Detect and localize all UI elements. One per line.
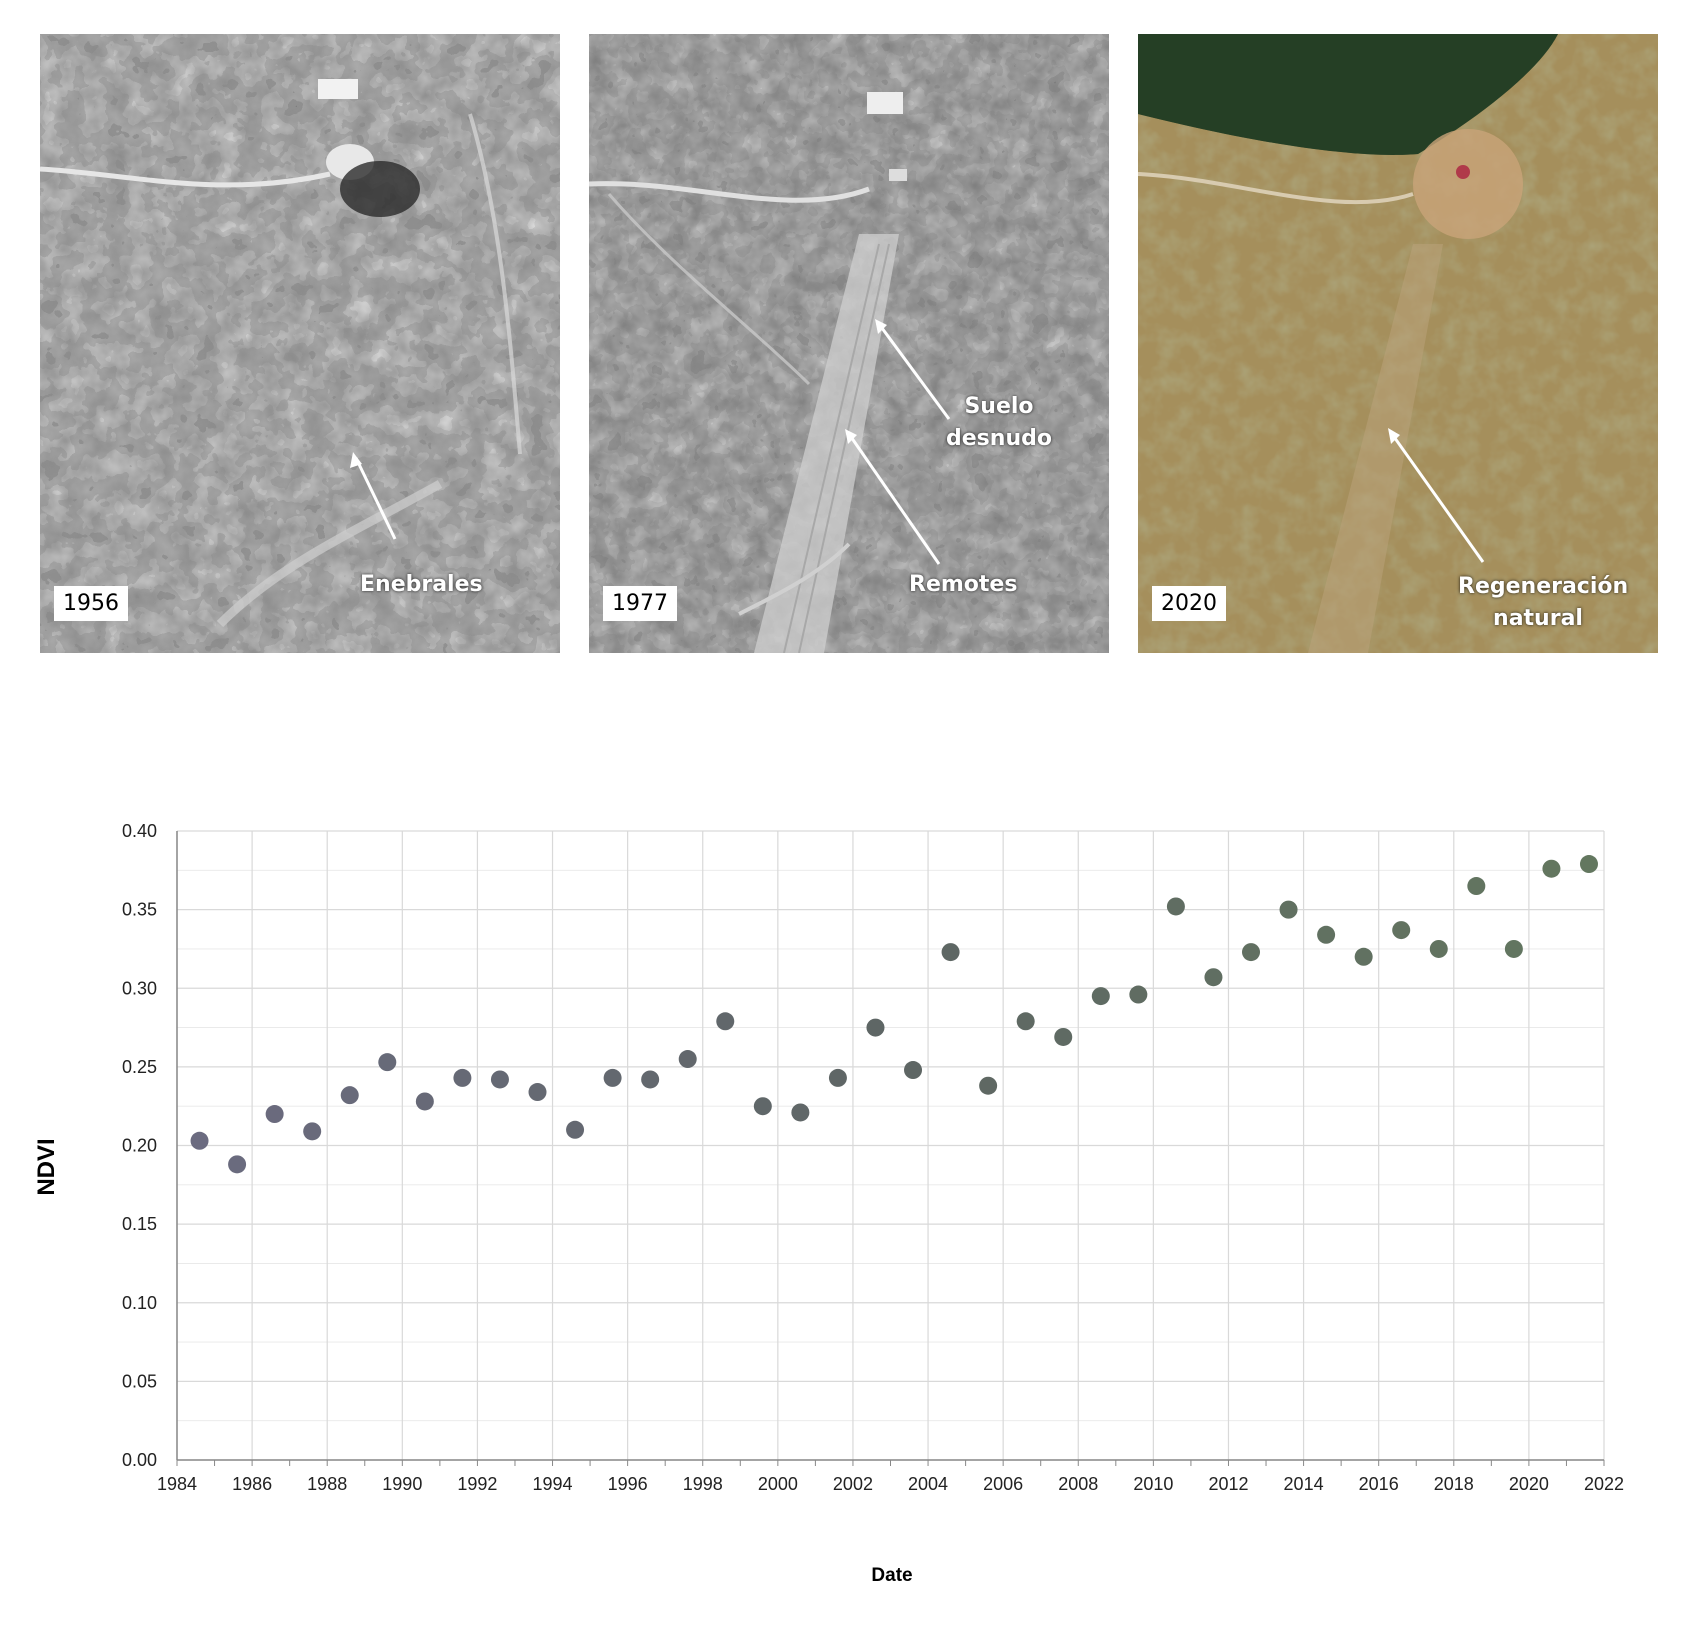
data-point bbox=[1542, 859, 1561, 878]
photo-year-label: 1956 bbox=[54, 586, 128, 621]
data-point bbox=[303, 1122, 322, 1141]
photo-year-label: 1977 bbox=[603, 586, 677, 621]
x-tick-label: 2020 bbox=[1509, 1474, 1549, 1494]
tick-layer: 1984 1986 1988 1990 1992 1994 1996 1998 2000 2002… bbox=[122, 821, 1624, 1494]
x-tick-label: 1986 bbox=[232, 1474, 272, 1494]
data-point bbox=[528, 1083, 547, 1102]
aerial-photo-1956-image bbox=[40, 34, 560, 653]
y-tick-label: 0.35 bbox=[122, 900, 157, 920]
data-point bbox=[753, 1097, 772, 1116]
data-point bbox=[1504, 939, 1523, 958]
x-tick-label: 2000 bbox=[758, 1474, 798, 1494]
grid-layer bbox=[176, 830, 1605, 1461]
y-tick-label: 0.20 bbox=[122, 1136, 157, 1156]
x-tick-label: 2008 bbox=[1058, 1474, 1098, 1494]
y-tick-label: 0.00 bbox=[122, 1450, 157, 1470]
photo-annotation-regeneracion: Regeneración natural bbox=[1458, 574, 1629, 631]
data-point bbox=[1579, 855, 1598, 874]
data-point bbox=[603, 1068, 622, 1087]
x-tick-label: 1992 bbox=[457, 1474, 497, 1494]
data-point bbox=[641, 1070, 660, 1089]
data-point bbox=[1354, 947, 1373, 966]
data-point bbox=[1016, 1012, 1035, 1031]
data-point bbox=[566, 1120, 585, 1139]
aerial-photo-1977: 1977 Suelo desnudo Remotes bbox=[589, 34, 1109, 653]
data-point bbox=[1242, 943, 1261, 962]
data-point bbox=[716, 1012, 735, 1031]
data-point bbox=[190, 1131, 209, 1150]
data-point bbox=[265, 1105, 284, 1124]
x-tick-label: 2018 bbox=[1434, 1474, 1474, 1494]
x-tick-label: 2012 bbox=[1208, 1474, 1248, 1494]
photo-annotation-remotes: Remotes bbox=[909, 572, 1018, 597]
x-tick-label: 2010 bbox=[1133, 1474, 1173, 1494]
x-tick-label: 2004 bbox=[908, 1474, 948, 1494]
aerial-photo-1956: 1956 Enebrales bbox=[40, 34, 560, 653]
point-layer bbox=[190, 855, 1598, 1174]
y-tick-label: 0.15 bbox=[122, 1214, 157, 1234]
arrow-enebrales bbox=[354, 457, 397, 540]
data-point bbox=[828, 1068, 847, 1087]
data-point bbox=[1467, 877, 1486, 896]
ndvi-scatter-chart: 1984 1986 1988 1990 1992 1994 1996 1998 2000 2002… bbox=[0, 800, 1692, 1600]
data-point bbox=[228, 1155, 247, 1174]
data-point bbox=[1279, 900, 1298, 919]
data-point bbox=[979, 1076, 998, 1095]
data-point bbox=[340, 1086, 359, 1105]
data-point bbox=[1392, 921, 1411, 940]
x-tick-label: 1998 bbox=[683, 1474, 723, 1494]
aerial-photo-1977-image bbox=[589, 34, 1109, 653]
aerial-photo-2020: 2020 Regeneración natural bbox=[1138, 34, 1658, 653]
y-tick-label: 0.30 bbox=[122, 978, 157, 998]
x-tick-label: 2022 bbox=[1584, 1474, 1624, 1494]
data-point bbox=[1204, 968, 1223, 987]
arrow-regeneracion bbox=[1390, 433, 1485, 563]
x-tick-label: 1984 bbox=[157, 1474, 197, 1494]
photo-year-label: 2020 bbox=[1152, 586, 1226, 621]
data-point bbox=[1429, 939, 1448, 958]
data-point bbox=[941, 943, 960, 962]
data-point bbox=[1091, 987, 1110, 1006]
data-point bbox=[1129, 985, 1148, 1004]
photo-annotation-suelo-desnudo: Suelo desnudo bbox=[946, 394, 1052, 451]
arrow-remotes bbox=[847, 433, 941, 565]
data-point bbox=[490, 1070, 509, 1089]
y-axis-label: NDVI bbox=[33, 1138, 60, 1195]
aerial-photo-2020-image bbox=[1138, 34, 1658, 653]
data-point bbox=[904, 1061, 923, 1080]
x-tick-label: 1990 bbox=[382, 1474, 422, 1494]
x-tick-label: 1994 bbox=[533, 1474, 573, 1494]
y-tick-label: 0.10 bbox=[122, 1293, 157, 1313]
chart-svg: 1984 1986 1988 1990 1992 1994 1996 1998 2000 2002… bbox=[33, 821, 1624, 1586]
y-tick-label: 0.40 bbox=[122, 821, 157, 841]
x-tick-label: 1996 bbox=[608, 1474, 648, 1494]
y-tick-label: 0.25 bbox=[122, 1057, 157, 1077]
x-tick-label: 1988 bbox=[307, 1474, 347, 1494]
x-tick-label: 2016 bbox=[1359, 1474, 1399, 1494]
data-point bbox=[1166, 897, 1185, 916]
data-point bbox=[1054, 1027, 1073, 1046]
photo-annotation-enebrales: Enebrales bbox=[360, 572, 483, 597]
x-tick-label: 2002 bbox=[833, 1474, 873, 1494]
data-point bbox=[866, 1018, 885, 1037]
axis-layer bbox=[176, 831, 1605, 1466]
x-axis-label: Date bbox=[871, 1565, 912, 1586]
x-tick-label: 2006 bbox=[983, 1474, 1023, 1494]
data-point bbox=[378, 1053, 397, 1072]
data-point bbox=[791, 1103, 810, 1122]
data-point bbox=[415, 1092, 434, 1111]
arrow-suelo-desnudo bbox=[877, 323, 951, 420]
data-point bbox=[678, 1050, 697, 1069]
y-tick-label: 0.05 bbox=[122, 1371, 157, 1391]
data-point bbox=[453, 1068, 472, 1087]
x-tick-label: 2014 bbox=[1284, 1474, 1324, 1494]
data-point bbox=[1317, 925, 1336, 944]
